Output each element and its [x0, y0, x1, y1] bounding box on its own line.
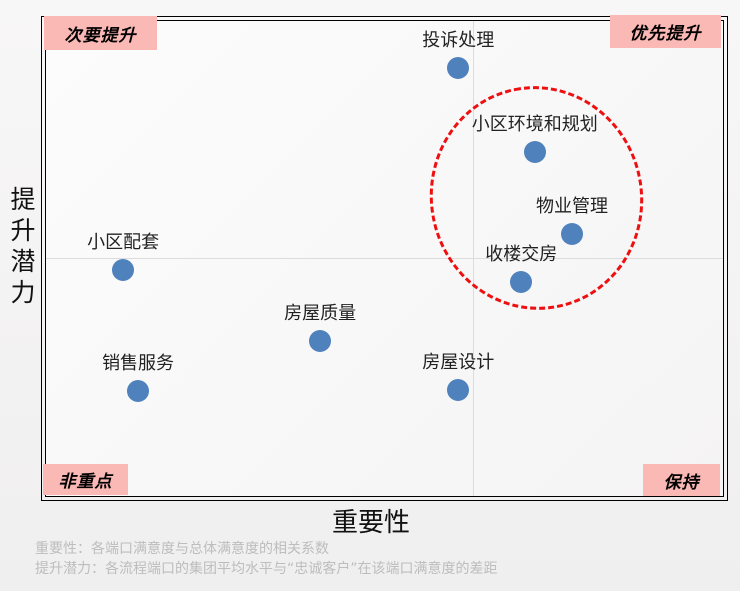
data-point[interactable]: [510, 270, 533, 293]
footnote-importance: 重要性：各端口满意度与总体满意度的相关系数: [35, 541, 329, 557]
quadrant-divider-horizontal: [46, 258, 723, 260]
data-point[interactable]: [447, 57, 470, 80]
quadrant-label-bottom-right: 保持: [643, 464, 720, 496]
data-point-label: 物业管理: [536, 195, 609, 217]
data-point[interactable]: [112, 258, 135, 281]
y-axis-title: 提升潜力: [7, 186, 36, 310]
plot-area: 投诉处理小区环境和规划物业管理收楼交房 小区配套房屋质量销售服务 房屋设计: [45, 20, 724, 497]
data-point-label: 小区环境和规划: [471, 114, 598, 136]
data-point[interactable]: [127, 380, 150, 403]
data-point-label: 房屋设计: [422, 352, 495, 374]
data-point-label: 收楼交房: [485, 243, 558, 265]
quadrant-label-bottom-left: 非重点: [43, 464, 128, 495]
data-point-label: 投诉处理: [422, 30, 495, 52]
data-point[interactable]: [523, 141, 546, 164]
quadrant-label-top-left: 次要提升: [44, 16, 157, 50]
footnotes: 重要性：各端口满意度与总体满意度的相关系数 提升潜力：各流程端口的集团平均水平与…: [35, 539, 498, 579]
footnote-potential: 提升潜力：各流程端口的集团平均水平与“忠诚客户”在该端口满意度的差距: [35, 561, 498, 577]
x-axis-title: 重要性: [331, 508, 411, 538]
quadrant-label-top-right: 优先提升: [610, 15, 721, 48]
plot-layer: 投诉处理小区环境和规划物业管理收楼交房 小区配套房屋质量销售服务 房屋设计: [46, 21, 723, 496]
chart-frame: 投诉处理小区环境和规划物业管理收楼交房 小区配套房屋质量销售服务 房屋设计: [41, 16, 728, 501]
data-point-label: 房屋质量: [284, 303, 357, 325]
data-point[interactable]: [309, 330, 332, 353]
data-point-label: 小区配套: [87, 231, 160, 253]
data-point[interactable]: [447, 379, 470, 402]
data-point-label: 销售服务: [102, 353, 175, 375]
data-point[interactable]: [561, 222, 584, 245]
